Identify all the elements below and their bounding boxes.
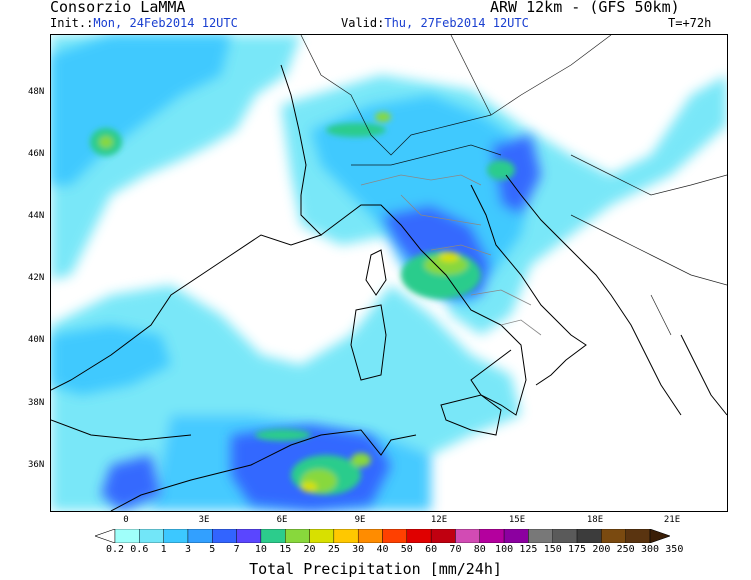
lon-label: 9E bbox=[354, 515, 366, 525]
colorbar-level-label: 0.6 bbox=[130, 544, 149, 555]
colorbar-level-label: 40 bbox=[376, 544, 389, 555]
lat-label: 48N bbox=[28, 87, 45, 97]
colorbar-swatch bbox=[406, 529, 432, 543]
colorbar-level-label: 200 bbox=[592, 544, 611, 555]
colorbar-level-label: 250 bbox=[616, 544, 635, 555]
colorbar-swatch bbox=[163, 529, 189, 543]
colorbar-swatch bbox=[455, 529, 480, 543]
valid-value: Thu, 27Feb2014 12UTC bbox=[384, 16, 529, 30]
colorbar-swatch bbox=[503, 529, 529, 543]
valid-label: Valid: bbox=[341, 16, 385, 30]
colorbar-level-label: 60 bbox=[425, 544, 438, 555]
colorbar-level-label: 0.2 bbox=[105, 544, 125, 555]
colorbar-max-triangle bbox=[649, 529, 670, 543]
lon-label: 0 bbox=[123, 515, 129, 525]
init-time: Init.:Mon, 24Feb2014 12UTC bbox=[50, 16, 238, 30]
lon-label: 21E bbox=[663, 515, 681, 525]
colorbar-swatch bbox=[309, 529, 335, 543]
colorbar-level-label: 25 bbox=[327, 544, 340, 555]
colorbar-level-label: 30 bbox=[352, 544, 365, 555]
colorbar-level-label: 20 bbox=[303, 544, 316, 555]
colorbar-swatch bbox=[479, 529, 505, 543]
precipitation-map bbox=[50, 34, 728, 512]
colorbar-level-label: 350 bbox=[665, 544, 684, 555]
colorbar-min-triangle bbox=[95, 529, 116, 543]
lon-label: 18E bbox=[586, 515, 604, 525]
colorbar-swatch bbox=[601, 529, 626, 543]
colorbar-swatch bbox=[357, 529, 383, 543]
colorbar-swatch bbox=[139, 529, 164, 543]
colorbar-level-label: 150 bbox=[543, 544, 562, 555]
colorbar-level-label: 7 bbox=[233, 544, 240, 555]
precipitation-colorbar bbox=[95, 529, 670, 543]
colorbar-swatch bbox=[528, 529, 553, 543]
colorbar-swatch bbox=[260, 529, 286, 543]
colorbar-level-label: 100 bbox=[495, 544, 514, 555]
lon-label: 6E bbox=[276, 515, 288, 525]
colorbar-level-label: 70 bbox=[449, 544, 462, 555]
model-title: ARW 12km - (GFS 50km) bbox=[490, 0, 680, 16]
forecast-step: T=+72h bbox=[668, 16, 712, 30]
colorbar-swatch bbox=[285, 529, 310, 543]
colorbar-swatch bbox=[333, 529, 359, 543]
org-title: Consorzio LaMMA bbox=[50, 0, 186, 16]
colorbar-level-label: 300 bbox=[640, 544, 660, 555]
colorbar-level-label: 125 bbox=[519, 544, 538, 555]
colorbar-swatch bbox=[187, 529, 213, 543]
lat-label: 36N bbox=[28, 460, 45, 470]
init-label: Init.: bbox=[50, 16, 94, 30]
colorbar-swatch bbox=[382, 529, 408, 543]
init-value: Mon, 24Feb2014 12UTC bbox=[93, 16, 238, 30]
colorbar-level-label: 80 bbox=[473, 544, 486, 555]
colorbar-swatch bbox=[212, 529, 237, 543]
colorbar-level-label: 1 bbox=[160, 544, 167, 555]
colorbar-level-label: 5 bbox=[209, 544, 216, 555]
lat-label: 40N bbox=[28, 335, 45, 345]
colorbar-swatch bbox=[625, 529, 651, 543]
colorbar-level-label: 175 bbox=[568, 544, 587, 555]
lat-label: 42N bbox=[28, 273, 45, 283]
legend-units: Total Precipitation [mm/24h] bbox=[249, 560, 502, 578]
colorbar-swatch bbox=[576, 529, 602, 543]
colorbar-level-label: 50 bbox=[400, 544, 413, 555]
colorbar-swatch bbox=[552, 529, 578, 543]
lon-label: 15E bbox=[508, 515, 526, 525]
colorbar-swatch bbox=[430, 529, 456, 543]
lat-label: 44N bbox=[28, 211, 45, 221]
lon-label: 12E bbox=[430, 515, 448, 525]
precip-field-heavy bbox=[90, 112, 515, 495]
italian-regions bbox=[360, 174, 542, 336]
colorbar-level-label: 10 bbox=[254, 544, 267, 555]
country-borders bbox=[300, 35, 727, 336]
map-canvas bbox=[51, 35, 727, 511]
valid-time: Valid:Thu, 27Feb2014 12UTC bbox=[341, 16, 529, 30]
lat-label: 38N bbox=[28, 398, 45, 408]
colorbar-swatch bbox=[236, 529, 262, 543]
colorbar-level-label: 3 bbox=[184, 544, 191, 555]
colorbar-level-label: 15 bbox=[279, 544, 292, 555]
lon-label: 3E bbox=[198, 515, 210, 525]
lat-label: 46N bbox=[28, 149, 45, 159]
colorbar-swatch bbox=[114, 529, 140, 543]
